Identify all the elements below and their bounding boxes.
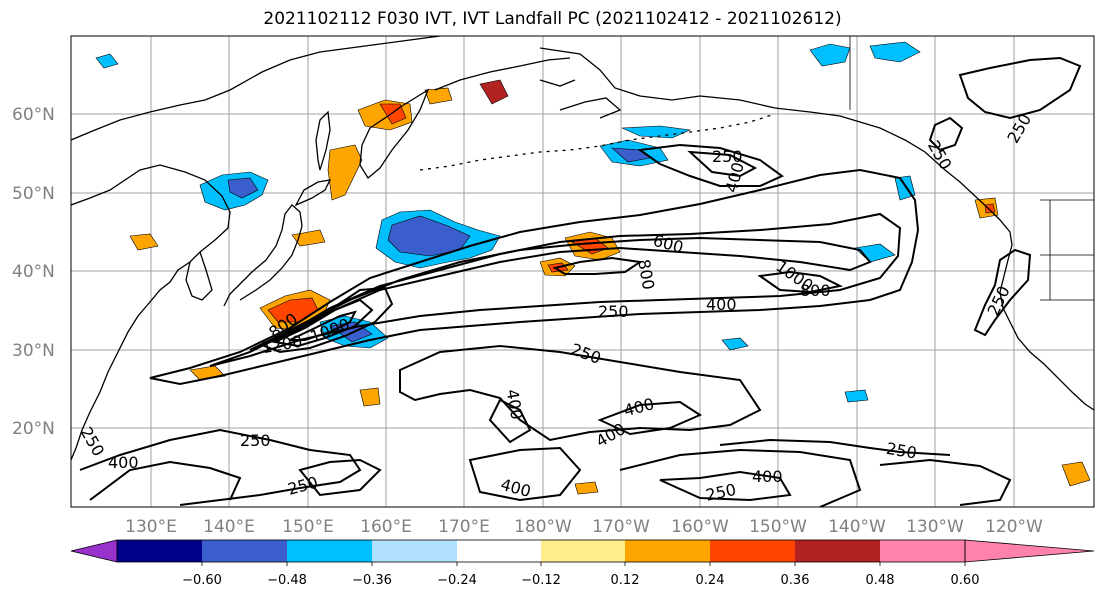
contour-label: 400 (706, 295, 737, 314)
map-title: 2021102112 F030 IVT, IVT Landfall PC (20… (263, 9, 842, 29)
lon-label: 160°W (671, 517, 729, 537)
contour-label: 800 (800, 281, 831, 300)
colorbar-segment (795, 540, 880, 562)
colorbar-tick-label: 0.36 (781, 573, 810, 588)
colorbar-segment (202, 540, 287, 562)
lat-label: 30°N (12, 341, 55, 361)
colorbar-tick-label: 0.48 (866, 573, 895, 588)
colorbar-segment (541, 540, 625, 562)
colorbar-segment (372, 540, 457, 562)
colorbar-tick-label: 0.60 (951, 573, 980, 588)
lat-label: 40°N (12, 262, 55, 282)
colorbar-tick-label: −0.24 (437, 573, 477, 588)
lat-label: 50°N (12, 184, 55, 204)
colorbar-tick-label: −0.36 (352, 573, 392, 588)
lon-label: 150°E (282, 517, 334, 537)
colorbar: −0.60 −0.48 −0.36 −0.24 −0.12 0.12 0.24 … (70, 539, 1095, 588)
colorbar-segment (457, 540, 541, 562)
lon-label: 150°W (749, 517, 807, 537)
lon-label: 170°E (438, 517, 490, 537)
map-frame (70, 35, 1095, 508)
colorbar-segment (710, 540, 795, 562)
contour-label: 400 (108, 453, 139, 472)
lat-label: 60°N (12, 105, 55, 125)
colorbar-segment (287, 540, 372, 562)
borders (849, 36, 1094, 301)
contour-label: 400 (752, 467, 783, 486)
contour-label: 250 (712, 147, 743, 166)
lon-label: 130°W (906, 517, 964, 537)
lon-label: 140°E (203, 517, 255, 537)
colorbar-extend-max (964, 539, 1095, 563)
lon-label: 160°E (360, 517, 412, 537)
ivt-contours (79, 56, 1082, 507)
lon-label: 180°W (514, 517, 572, 537)
coastlines (71, 36, 1094, 461)
contour-label: 250 (240, 431, 271, 450)
latitude-labels: 60°N 50°N 40°N 30°N 20°N (12, 105, 55, 439)
contour-label: 250 (598, 302, 629, 321)
colorbar-tick-label: 0.24 (696, 573, 725, 588)
colorbar-extend-min (70, 539, 118, 563)
colorbar-segment (117, 540, 202, 562)
colorbar-segment (625, 540, 710, 562)
colorbar-segment (880, 540, 965, 562)
colorbar-tick-label: −0.48 (267, 573, 307, 588)
lon-label: 170°W (592, 517, 650, 537)
lon-label: 140°W (828, 517, 886, 537)
colorbar-tick-label: −0.60 (182, 573, 222, 588)
longitude-labels: 130°E 140°E 150°E 160°E 170°E 180°W 170°… (125, 517, 1043, 537)
lon-label: 120°W (985, 517, 1043, 537)
colorbar-tick-label: −0.12 (521, 573, 561, 588)
lat-label: 20°N (12, 419, 55, 439)
colorbar-tick-label: 0.12 (611, 573, 640, 588)
lon-label: 130°E (125, 517, 177, 537)
